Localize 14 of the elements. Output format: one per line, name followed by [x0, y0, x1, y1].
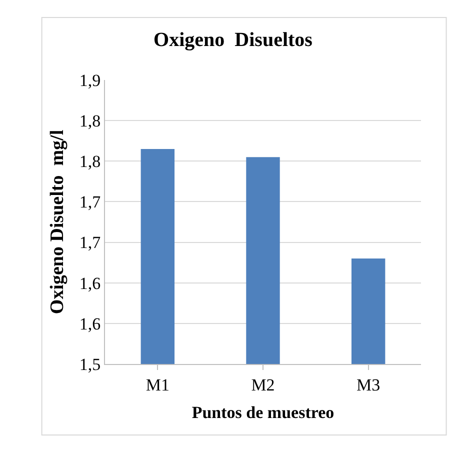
y-tick-label: 1,8: [79, 152, 101, 172]
chart-title: Oxigeno Disueltos: [154, 29, 313, 52]
x-tick-label: M2: [251, 375, 275, 394]
x-axis-title: Puntos de muestreo: [192, 402, 334, 422]
y-tick-label: 1,7: [79, 192, 102, 212]
y-tick-label: 1,9: [79, 70, 101, 90]
y-tick-label: 1,5: [79, 354, 101, 374]
y-tick-label: 1,6: [79, 274, 101, 293]
y-axis-title: Oxigeno Disuelto mg/l: [47, 130, 68, 314]
x-tick-label: M1: [146, 375, 170, 394]
y-tick-label: 1,7: [79, 233, 102, 252]
y-tick-label: 1,8: [79, 112, 101, 131]
y-tick-label: 1,6: [79, 314, 101, 334]
x-tick-label: M3: [356, 375, 380, 394]
